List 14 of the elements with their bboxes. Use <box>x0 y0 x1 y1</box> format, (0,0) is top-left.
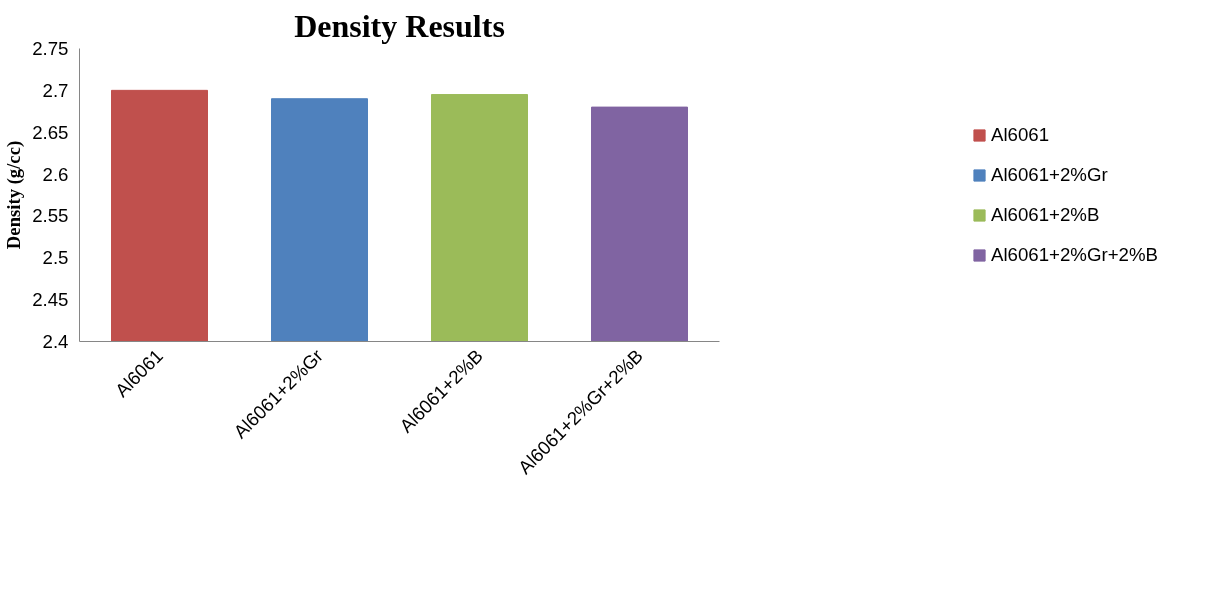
y-tick-label: 2.5 <box>42 247 69 269</box>
y-tick-label: 2.65 <box>32 121 69 143</box>
legend-label: Al6061+2%Gr+2%B <box>991 243 1158 266</box>
y-tick-label: 2.6 <box>42 163 69 185</box>
legend-label: Al6061+2%Gr <box>991 163 1108 186</box>
y-tick-label: 2.4 <box>42 331 69 352</box>
y-tick-label: 2.7 <box>42 79 69 101</box>
y-tick-label: 2.75 <box>32 38 69 59</box>
y-axis-title: Density (g/cc) <box>3 140 26 250</box>
legend-label: Al6061 <box>991 123 1050 146</box>
y-tick-label: 2.45 <box>32 289 69 311</box>
legend-label: Al6061+2%B <box>991 203 1100 226</box>
chart-title: Density Results <box>294 7 505 44</box>
y-tick-label: 2.55 <box>32 205 69 227</box>
